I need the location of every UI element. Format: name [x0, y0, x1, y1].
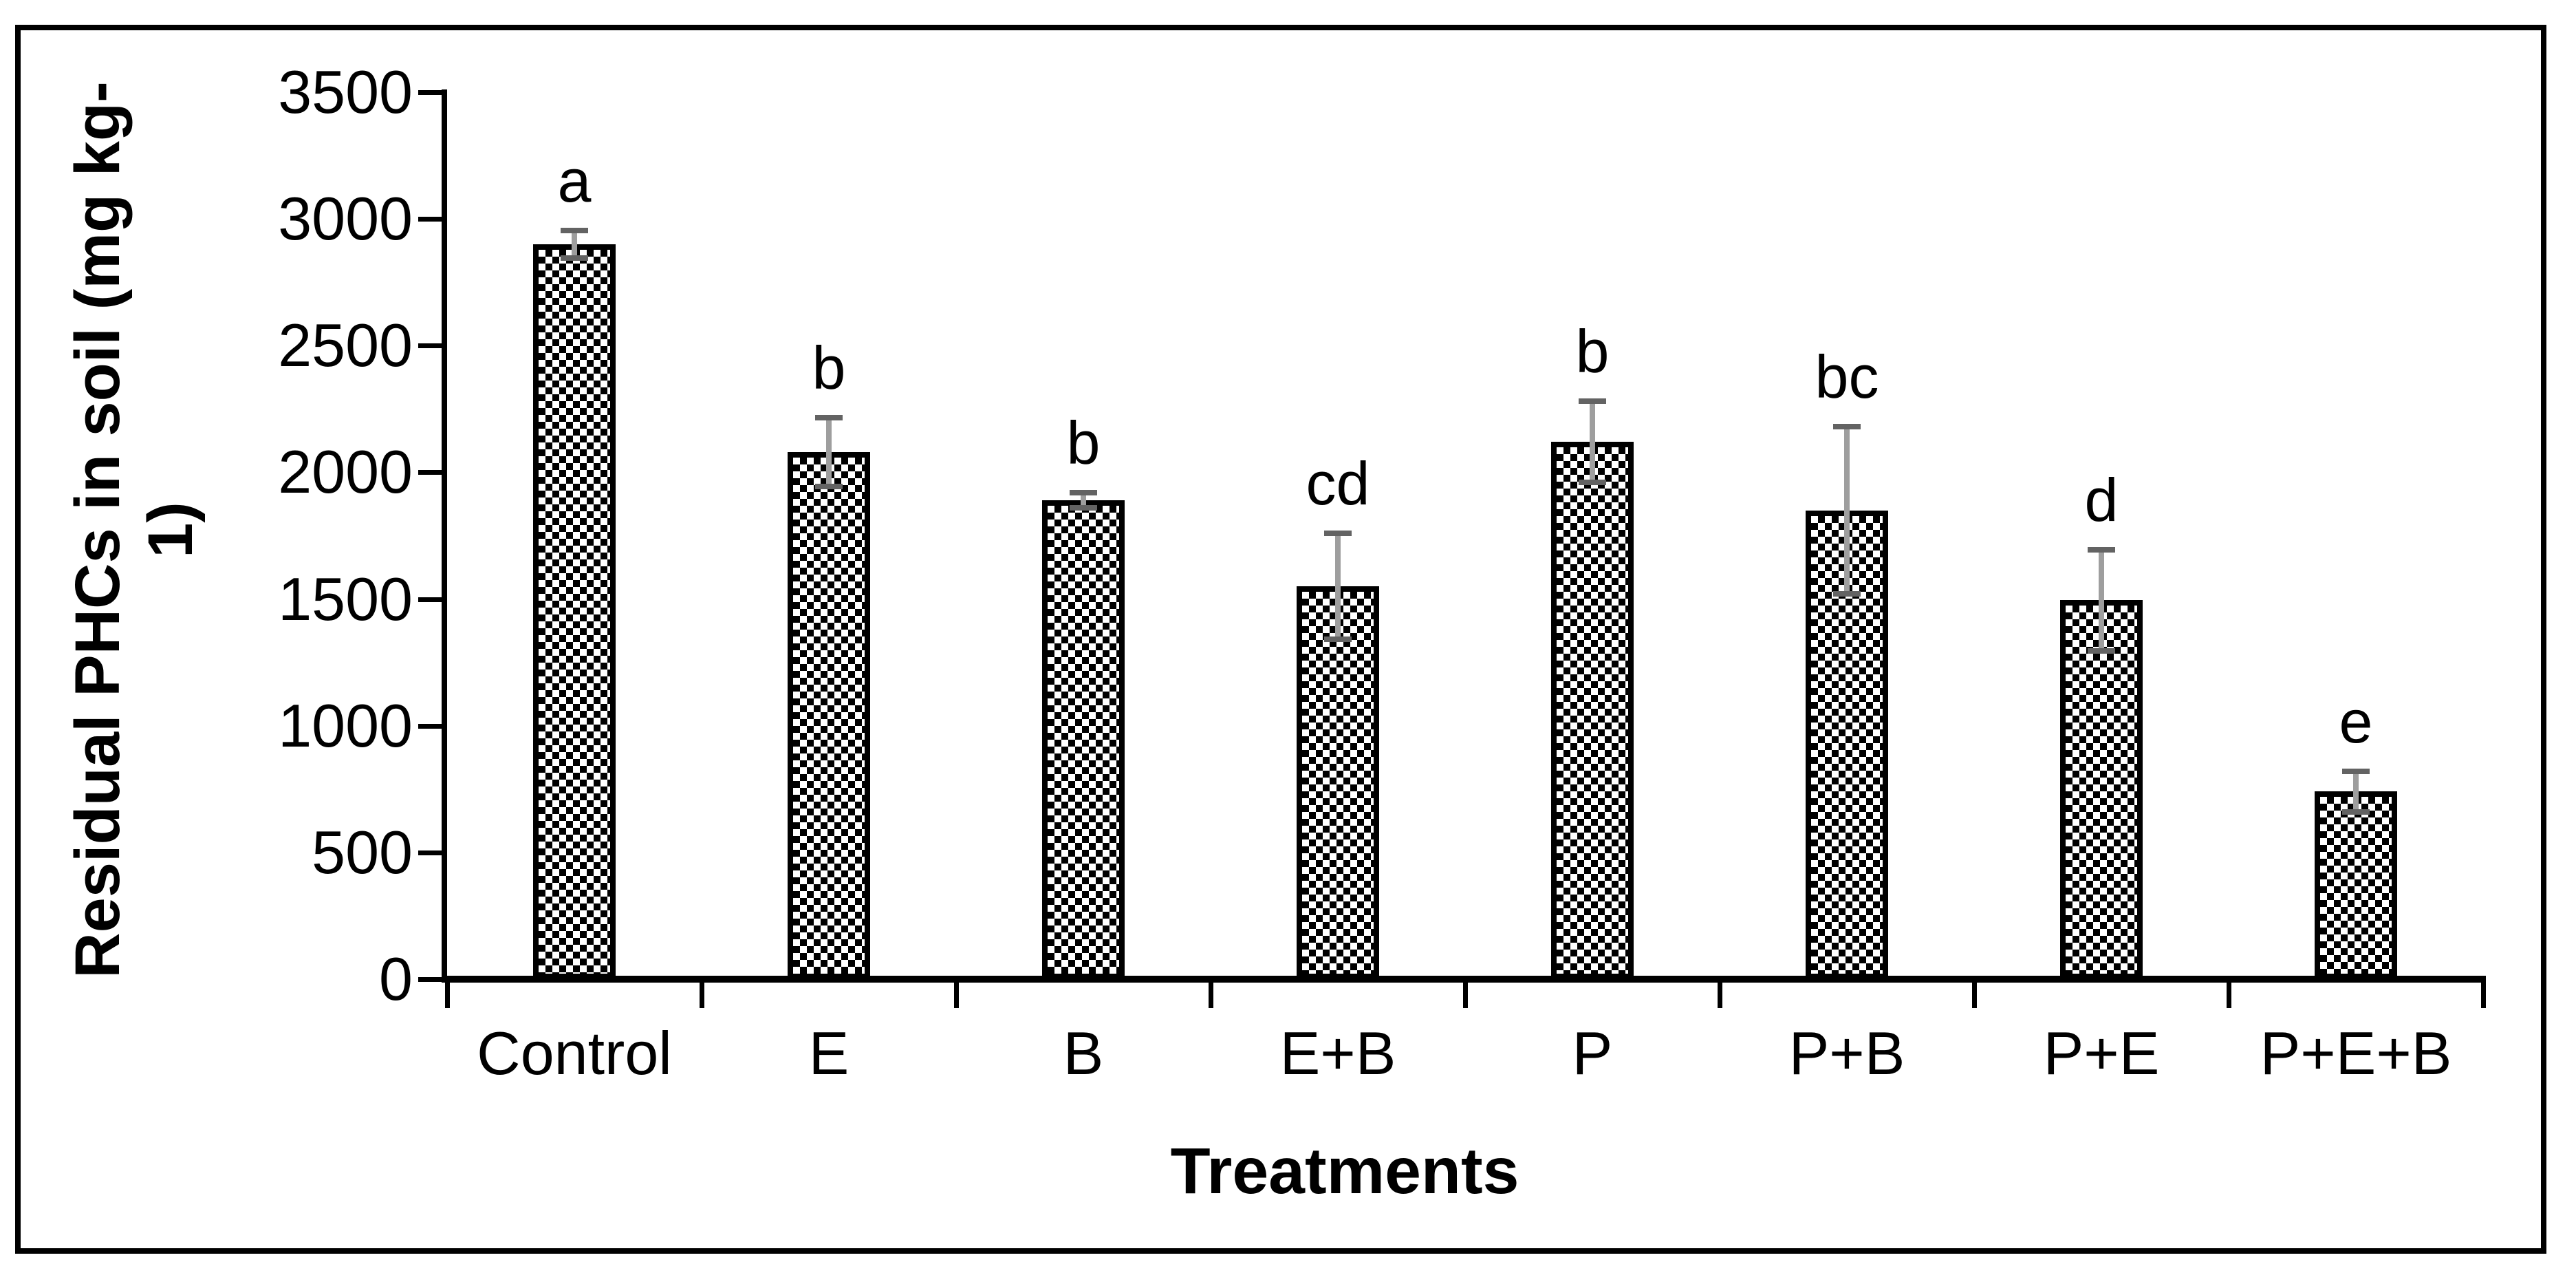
- x-axis-tick: [1209, 979, 1213, 1008]
- y-axis-line: [442, 89, 447, 983]
- error-bar-cap-bottom: [1579, 480, 1606, 486]
- error-bar-cap-top: [2088, 546, 2115, 553]
- x-axis-tick: [2227, 979, 2231, 1008]
- error-bar: [1844, 427, 1850, 595]
- y-axis-tick: [418, 723, 443, 729]
- significance-letter: b: [1575, 317, 1610, 386]
- x-axis-tick: [954, 979, 959, 1008]
- significance-letter: b: [812, 334, 846, 403]
- x-axis-title: Treatments: [1170, 1135, 1519, 1208]
- error-bar-cap-top: [561, 227, 588, 233]
- x-category-label: P+E+B: [2260, 1019, 2452, 1087]
- y-axis-tick: [418, 217, 443, 222]
- x-category-label: Control: [477, 1019, 672, 1087]
- y-tick-label: 3500: [278, 58, 413, 126]
- y-axis-tick: [418, 597, 443, 602]
- bar: [2315, 791, 2397, 979]
- significance-letter: d: [2084, 465, 2119, 534]
- error-bar-cap-bottom: [561, 255, 588, 261]
- significance-letter: cd: [1306, 449, 1370, 517]
- y-tick-label: 0: [379, 945, 413, 1013]
- significance-letter: bc: [1815, 343, 1879, 411]
- significance-letter: a: [557, 146, 592, 215]
- x-category-label: P+E: [2043, 1019, 2160, 1087]
- bar: [2060, 600, 2143, 979]
- error-bar-cap-top: [1324, 530, 1352, 536]
- x-category-label: B: [1063, 1019, 1104, 1087]
- y-tick-label: 500: [312, 817, 413, 886]
- x-category-label: P: [1572, 1019, 1613, 1087]
- bar: [1551, 442, 1634, 979]
- x-category-label: E: [808, 1019, 849, 1087]
- error-bar: [1590, 401, 1595, 483]
- bar: [788, 451, 870, 979]
- y-tick-label: 1000: [278, 691, 413, 760]
- y-axis-tick: [418, 850, 443, 855]
- x-axis-tick: [1972, 979, 1977, 1008]
- error-bar-cap-bottom: [1833, 591, 1861, 597]
- error-bar-cap-bottom: [1070, 504, 1097, 511]
- error-bar: [2353, 771, 2359, 812]
- y-axis-title: Residual PHCs in soil (mg kg- 1): [61, 48, 207, 1012]
- error-bar: [2099, 549, 2104, 652]
- error-bar-cap-top: [1833, 424, 1861, 430]
- error-bar-cap-top: [815, 415, 843, 421]
- significance-letter: b: [1066, 408, 1101, 477]
- y-axis-tick: [418, 90, 443, 95]
- bar: [1297, 586, 1379, 979]
- y-axis-tick: [418, 343, 443, 349]
- y-axis-title-line2: 1): [136, 502, 206, 558]
- significance-letter: e: [2339, 687, 2373, 756]
- x-category-label: E+B: [1279, 1019, 1396, 1087]
- y-tick-label: 3000: [278, 184, 413, 253]
- error-bar-cap-top: [2342, 769, 2370, 774]
- x-axis-tick: [445, 979, 450, 1008]
- error-bar-cap-bottom: [815, 483, 843, 489]
- y-tick-label: 2000: [278, 438, 413, 506]
- y-axis-title-line1: Residual PHCs in soil (mg kg-: [63, 81, 133, 978]
- error-bar-cap-bottom: [2088, 648, 2115, 654]
- error-bar-cap-top: [1070, 489, 1097, 495]
- x-axis-tick: [1718, 979, 1722, 1008]
- error-bar: [1335, 533, 1341, 640]
- y-axis-tick: [418, 470, 443, 475]
- error-bar-cap-bottom: [2342, 809, 2370, 815]
- x-axis-tick: [700, 979, 704, 1008]
- x-category-label: P+B: [1788, 1019, 1905, 1087]
- error-bar: [572, 230, 577, 259]
- error-bar-cap-top: [1579, 398, 1606, 405]
- error-bar: [826, 418, 832, 486]
- y-axis-tick: [418, 977, 443, 982]
- y-tick-label: 2500: [278, 311, 413, 380]
- x-axis-tick: [2481, 979, 2486, 1008]
- error-bar-cap-bottom: [1324, 636, 1352, 643]
- bar: [1042, 500, 1125, 979]
- error-bar: [1081, 492, 1086, 508]
- x-axis-tick: [1463, 979, 1468, 1008]
- y-tick-label: 1500: [278, 564, 413, 633]
- bar: [533, 244, 616, 979]
